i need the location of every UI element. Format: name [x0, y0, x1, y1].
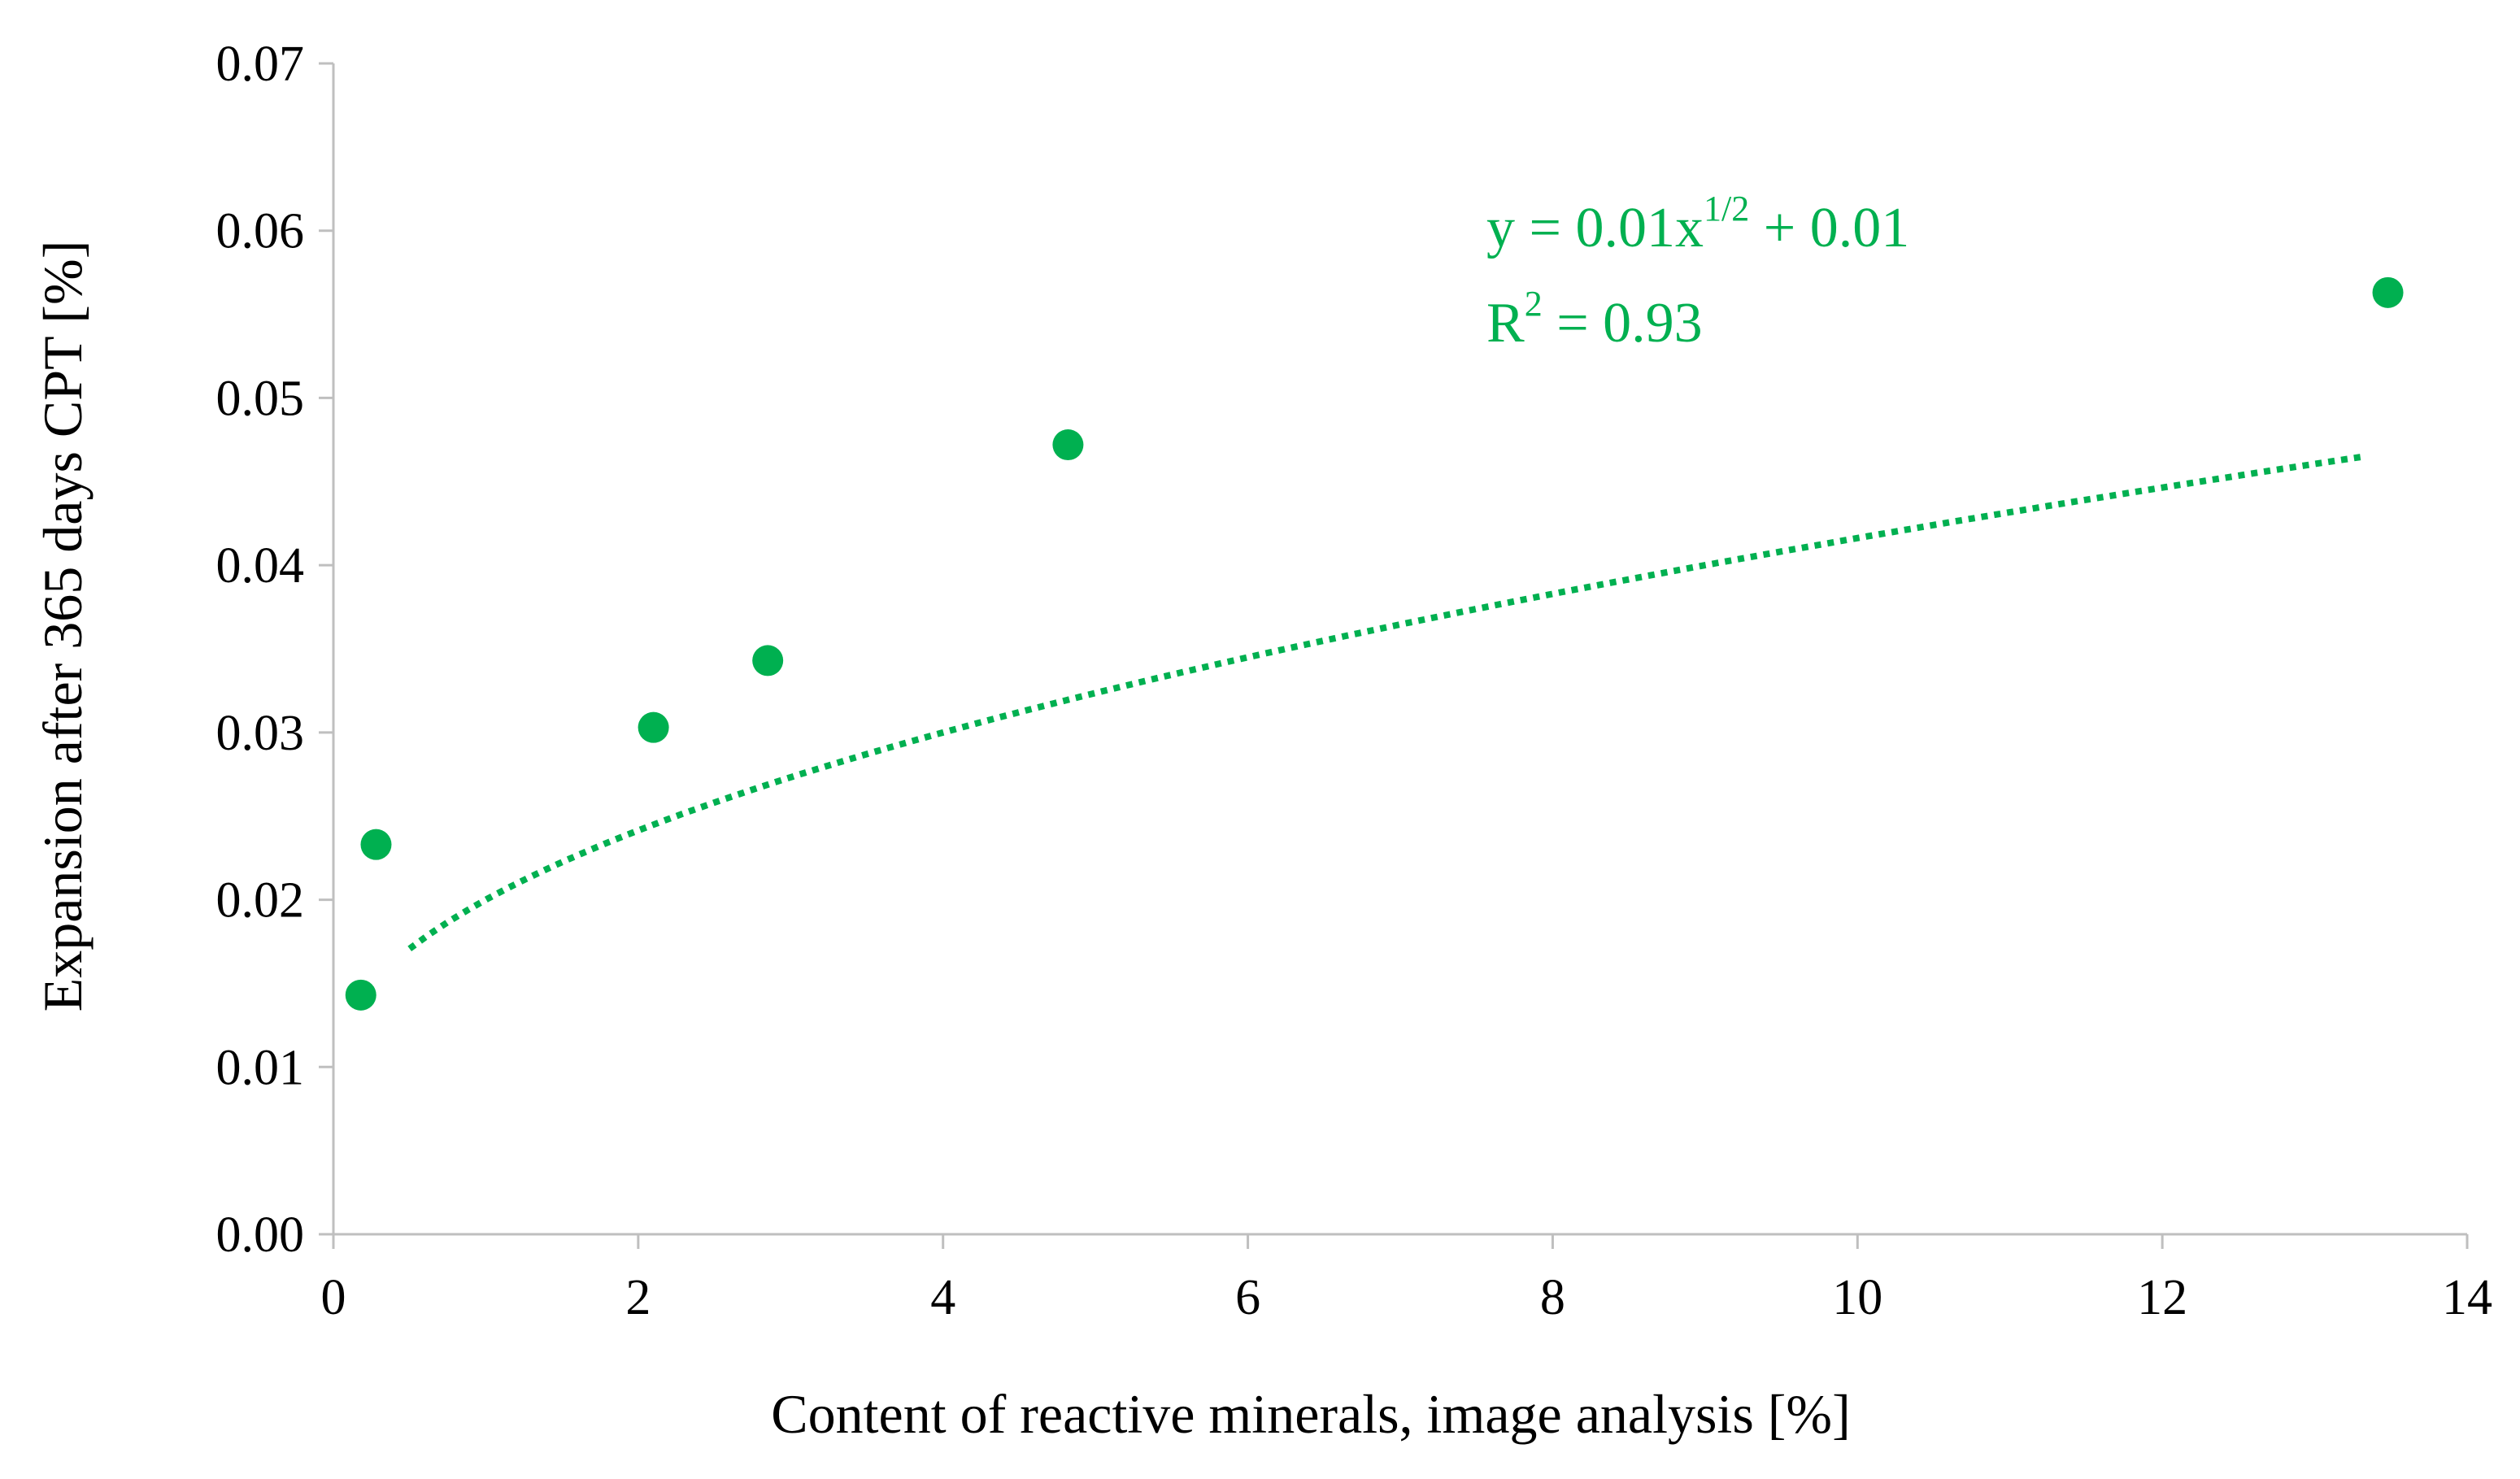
- y-tick-label: 0.02: [216, 873, 305, 929]
- data-point: [345, 979, 376, 1011]
- data-point: [2372, 276, 2404, 308]
- y-tick-label: 0.04: [216, 538, 305, 594]
- y-axis-title: Expansion after 365 days CPT [%]: [32, 241, 94, 1012]
- y-tick-label: 0.06: [216, 204, 305, 259]
- y-tick-label: 0.00: [216, 1207, 305, 1263]
- x-tick-label: 4: [930, 1270, 955, 1325]
- x-tick-label: 0: [321, 1270, 346, 1325]
- equation-intercept: + 0.01: [1749, 197, 1909, 259]
- y-tick-label: 0.01: [216, 1040, 305, 1095]
- data-points: [345, 276, 2404, 1011]
- r2-symbol: R: [1486, 292, 1525, 355]
- data-point: [752, 645, 784, 676]
- x-tick-label: 8: [1540, 1270, 1565, 1325]
- y-axis: 0.00 0.01 0.02 0.03 0.04 0.05 0.06 0.07: [216, 37, 335, 1263]
- trendline-equation: y = 0.01x1/2 + 0.01: [1486, 189, 1909, 259]
- trendline: [407, 454, 2361, 952]
- data-point: [1052, 429, 1084, 461]
- data-point: [638, 711, 669, 743]
- equation-main: y = 0.01x: [1486, 197, 1704, 259]
- r2-superscript: 2: [1525, 284, 1543, 324]
- x-tick-label: 2: [625, 1270, 651, 1325]
- data-point: [360, 829, 392, 860]
- x-tick-label: 12: [2137, 1270, 2187, 1325]
- y-tick-label: 0.07: [216, 37, 305, 92]
- x-tick-label: 14: [2442, 1270, 2492, 1325]
- r2-value: = 0.93: [1543, 292, 1703, 355]
- trendline-r2: R2 = 0.93: [1486, 284, 1703, 355]
- x-axis: 0 2 4 6 8 10 12 14: [321, 1233, 2492, 1325]
- y-tick-label: 0.05: [216, 371, 305, 426]
- x-axis-title: Content of reactive minerals, image anal…: [771, 1383, 1850, 1445]
- x-tick-label: 10: [1832, 1270, 1882, 1325]
- x-tick-label: 6: [1235, 1270, 1260, 1325]
- equation-exponent: 1/2: [1704, 189, 1749, 228]
- y-tick-label: 0.03: [216, 706, 305, 761]
